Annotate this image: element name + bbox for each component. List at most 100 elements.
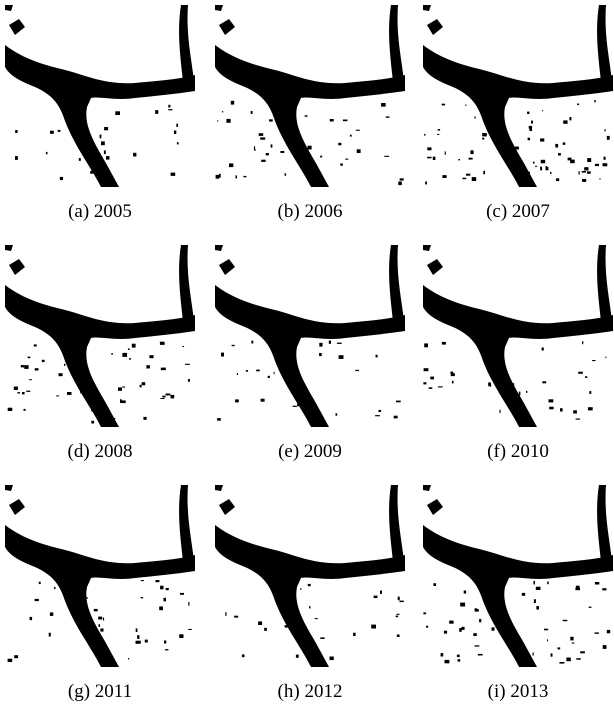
speckle [473,633,477,636]
caption: (a) 2005 [68,201,132,222]
speckle [188,629,192,630]
speckle [281,612,285,615]
speckle [58,130,61,132]
speckle [226,119,230,123]
speckle [452,381,454,384]
speckle [451,373,455,376]
speckle [457,655,460,658]
speckle [216,175,220,179]
speckle [533,162,535,164]
speckle [394,416,398,419]
speckle [261,160,266,162]
speckle [563,620,568,621]
speckle [59,373,63,376]
speckle [399,601,403,603]
speckle [321,660,322,664]
speckle [296,655,299,658]
speckle [221,353,224,357]
speckle [137,641,141,644]
speckle [261,399,265,402]
speckle [482,133,487,136]
speckle [90,171,94,174]
caption: (c) 2007 [486,201,550,222]
speckle [607,136,610,140]
speckle [83,597,88,598]
speckle [556,178,559,181]
speckle [502,586,503,590]
speckle [595,164,599,166]
speckle [64,364,65,366]
speckle [137,635,139,639]
speckle [479,619,481,622]
speckle [549,407,553,410]
speckle [160,342,165,345]
speckle [8,408,13,411]
speckle [292,347,294,349]
speckle [397,635,400,638]
speckle [375,415,380,416]
speckle [329,341,331,344]
speckle [17,392,20,393]
speckle [308,584,311,586]
speckle [483,582,485,585]
speckle [438,386,443,387]
speckle [528,172,530,175]
speckle [563,120,567,123]
speckle [458,659,461,661]
speckle [128,658,129,659]
speckle [67,392,72,395]
speckle [188,379,190,382]
speckle [449,621,453,624]
speckle [319,343,322,347]
speckle [164,598,167,602]
speckle [111,353,113,354]
speckle [80,392,81,394]
speckle [427,157,432,159]
speckle [15,156,18,160]
speckle [264,628,267,631]
speckle [180,593,184,595]
speckle [156,580,160,582]
speckle [396,616,399,618]
speckle [582,171,586,173]
speckle [425,182,427,185]
speckle [559,662,564,664]
speckle [589,607,592,608]
speckle [141,597,144,598]
speckle [77,369,80,370]
speckle [118,387,122,390]
speckle [441,653,444,656]
speckle [81,113,82,117]
speckle [98,617,102,620]
speckle [493,342,494,343]
speckle [496,596,498,597]
speckle [594,100,596,102]
caption: (b) 2006 [278,201,343,222]
speckle [469,158,473,160]
speckle [579,171,580,174]
speckle [104,150,106,154]
speckle [534,581,536,585]
speckle [260,137,265,139]
speckle [442,104,446,106]
speckle [254,146,255,149]
caption: (e) 2009 [278,441,342,462]
speckle [162,396,165,398]
speckle [459,628,462,632]
speckle [573,410,577,413]
speckle [522,593,525,596]
speckle [423,382,426,384]
speckle [357,149,361,153]
speckle [179,634,183,638]
speckle [308,642,309,646]
speckle [232,345,235,346]
speckle [133,153,136,157]
panel: (b) 2006 [215,5,405,222]
speckle [236,175,238,178]
speckle [570,637,573,641]
speckle [155,110,158,114]
panel: (i) 2013 [423,485,613,702]
speckle [79,158,81,161]
speckle [97,411,101,412]
speckle [280,606,281,609]
